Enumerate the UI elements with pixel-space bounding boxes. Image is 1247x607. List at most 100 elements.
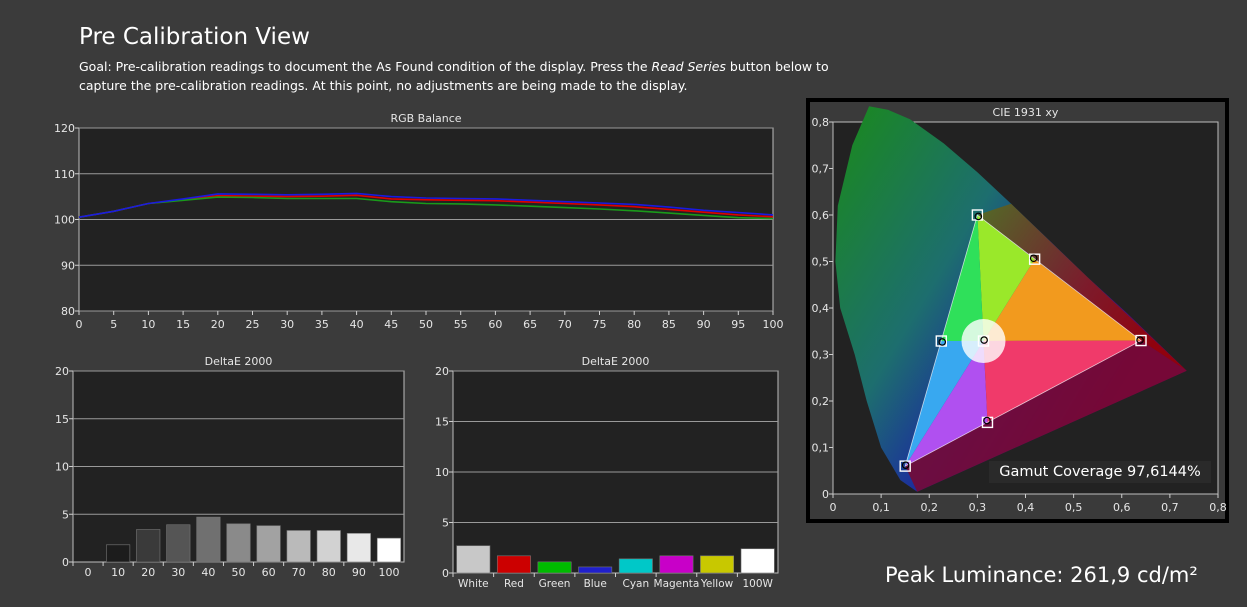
- x-tick-label: 0,6: [1113, 501, 1131, 514]
- y-tick-label: 0,4: [812, 302, 830, 315]
- facet-magenta-red: [983, 340, 1141, 423]
- x-tick-label: 20: [211, 318, 225, 331]
- series-line-2: [78, 192, 774, 218]
- greyscale-deltae-chart: DeltaE 2000 0 5 10 15 20 0 10 20 30 40 50 60 70 80 90 10…: [55, 355, 405, 579]
- bar-20: [136, 529, 161, 563]
- x-tick-label: Yellow: [700, 578, 734, 590]
- bar-10: [106, 544, 131, 563]
- target-marker: [899, 460, 911, 472]
- x-tick-label: 10: [141, 318, 155, 331]
- measured-point: [983, 416, 991, 425]
- x-tick-label: 0: [76, 318, 83, 331]
- y-tick-label: 5: [442, 517, 449, 530]
- x-tick-label: 70: [558, 318, 572, 331]
- bar-60: [256, 525, 281, 563]
- bar-Blue: [578, 566, 613, 574]
- target-marker: [977, 335, 990, 347]
- gamut-outline: [904, 214, 1142, 467]
- x-tick-label: 50: [232, 566, 246, 579]
- chart-title: RGB Balance: [390, 112, 461, 125]
- bar-30: [166, 524, 191, 563]
- x-tick-label: 45: [384, 318, 398, 331]
- y-tick-label: 0,3: [812, 349, 830, 362]
- x-tick-label: 80: [322, 566, 336, 579]
- cie-1931-chart: 0 0,1 0,2 0,3 0,4 0,5 0,6 0,7 0,8 0 0,1 0,2 0,3 0,4 0,…: [812, 106, 1227, 514]
- x-tick-label: 60: [488, 318, 502, 331]
- x-tick-label: 65: [523, 318, 537, 331]
- measured-point: [980, 336, 988, 344]
- facet-orange: [983, 259, 1141, 341]
- chart-title: DeltaE 2000: [205, 355, 273, 368]
- x-tick-label: 100: [378, 566, 399, 579]
- chart-title: CIE 1931 xy: [993, 106, 1059, 119]
- white-glow: [961, 319, 1006, 364]
- peak-luminance: Peak Luminance: 261,9 cd/m²: [885, 563, 1198, 587]
- x-tick-label: 15: [176, 318, 190, 331]
- target-marker: [1135, 334, 1147, 347]
- rgb-balance-chart: RGB Balance 80 90 100 110 120 0 5 10 15 20 25 30 35 40…: [54, 112, 784, 331]
- bar-Cyan: [618, 558, 653, 574]
- y-tick-label: 10: [55, 461, 69, 474]
- goal-emphasis: Read Series: [651, 59, 726, 74]
- bar-70: [286, 530, 311, 563]
- x-tick-label: 85: [662, 318, 676, 331]
- y-tick-label: 110: [54, 168, 75, 181]
- x-tick-label: 0,5: [1065, 501, 1083, 514]
- x-tick-label: 0,4: [1017, 501, 1035, 514]
- bar-40: [196, 516, 221, 563]
- y-tick-label: 10: [435, 466, 449, 479]
- y-tick-label: 0: [442, 567, 449, 580]
- y-tick-label: 0: [62, 556, 69, 569]
- x-tick-label: 55: [454, 318, 468, 331]
- x-tick-label: 5: [110, 318, 117, 331]
- y-tick-label: 0,2: [812, 395, 830, 408]
- goal-prefix: Goal: Pre-calibration readings to docume…: [79, 59, 652, 74]
- x-tick-label: White: [458, 578, 489, 590]
- x-tick-label: 0,1: [872, 501, 890, 514]
- goal-text: Goal: Pre-calibration readings to docume…: [79, 57, 849, 95]
- y-tick-label: 0,8: [812, 116, 830, 129]
- y-tick-label: 20: [435, 365, 449, 378]
- measured-point: [1029, 254, 1038, 263]
- bar-100W: [740, 548, 775, 574]
- x-tick-label: 40: [201, 566, 215, 579]
- x-tick-label: 30: [280, 318, 294, 331]
- x-tick-label: 100W: [742, 578, 773, 590]
- x-tick-label: 75: [593, 318, 607, 331]
- x-tick-label: Green: [539, 578, 571, 590]
- x-tick-label: 0,8: [1209, 501, 1227, 514]
- bar-50: [226, 523, 251, 563]
- y-tick-label: 80: [61, 305, 75, 318]
- measured-point: [974, 212, 983, 221]
- y-tick-label: 90: [61, 259, 75, 272]
- x-tick-label: 40: [350, 318, 364, 331]
- x-tick-label: Cyan: [622, 578, 649, 590]
- x-tick-label: 30: [171, 566, 185, 579]
- bar-Magenta: [659, 555, 694, 574]
- outer-purple-line: [905, 340, 1187, 492]
- x-tick-label: 50: [419, 318, 433, 331]
- target-marker: [935, 335, 947, 347]
- page-title: Pre Calibration View: [79, 24, 310, 50]
- x-tick-label: Red: [504, 578, 524, 590]
- facet-violet: [905, 341, 988, 467]
- x-tick-label: 35: [315, 318, 329, 331]
- x-tick-label: 90: [352, 566, 366, 579]
- y-tick-label: 20: [55, 365, 69, 378]
- goal-suffix: button below to capture the pre-calibrat…: [79, 59, 829, 93]
- facet-yellow-green: [977, 215, 1035, 341]
- x-tick-label: 25: [246, 318, 260, 331]
- x-tick-label: Blue: [584, 578, 607, 590]
- bar-80: [316, 530, 341, 563]
- x-tick-label: 0,3: [969, 501, 987, 514]
- x-tick-label: Magenta: [654, 578, 700, 590]
- x-tick-label: 0,2: [921, 501, 939, 514]
- bar-100: [376, 537, 401, 563]
- y-tick-label: 15: [435, 416, 449, 429]
- x-tick-label: 0: [830, 501, 837, 514]
- target-marker: [1028, 253, 1041, 265]
- x-tick-label: 60: [262, 566, 276, 579]
- y-tick-label: 0,1: [812, 442, 830, 455]
- x-tick-label: 95: [731, 318, 745, 331]
- x-tick-label: 0: [85, 566, 92, 579]
